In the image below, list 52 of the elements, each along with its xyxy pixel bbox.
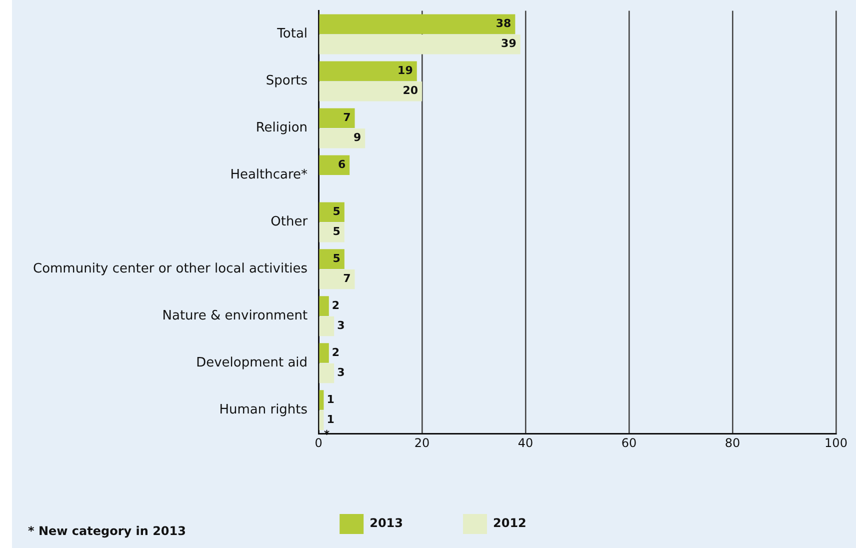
bar: [319, 61, 417, 82]
y-tick-label: Nature & environment: [162, 308, 308, 324]
bar: [319, 34, 520, 54]
y-tick-label: Other: [270, 214, 308, 230]
data-label: 20: [402, 84, 418, 98]
y-tick-label: Community center or other local activities: [32, 262, 308, 277]
data-label: 9: [353, 131, 362, 144]
data-label: 5: [332, 204, 340, 218]
bar: [319, 108, 355, 128]
bar: [319, 249, 344, 269]
bar: [319, 128, 366, 148]
x-tick-label: 0: [314, 436, 322, 450]
data-label: 2: [332, 298, 340, 312]
data-label: 3: [337, 366, 345, 380]
data-label: 3: [337, 319, 345, 332]
y-tick-label: Religion: [256, 120, 308, 136]
bar: [319, 14, 516, 34]
y-tick-label: Human rights: [219, 402, 308, 418]
data-label: 7: [343, 111, 351, 124]
y-tick-label: Total: [276, 26, 308, 42]
legend-label: 2012: [493, 516, 526, 530]
legend-label: 2013: [370, 516, 404, 530]
y-tick-label: Development aid: [196, 356, 308, 371]
x-tick-label: 80: [724, 436, 740, 450]
data-label: 6: [338, 158, 346, 171]
bar: [319, 390, 324, 410]
y-tick-label: Sports: [266, 74, 308, 89]
x-tick-label: 40: [518, 436, 534, 450]
data-label: 1: [326, 413, 334, 426]
data-label: 5: [332, 252, 340, 265]
bar: [319, 155, 350, 176]
data-label: 2: [332, 346, 340, 359]
y-tick-label: Healthcare*: [230, 168, 308, 183]
data-label: 39: [501, 37, 516, 50]
bar: [319, 316, 334, 336]
bar: [319, 269, 355, 290]
bar: [319, 202, 344, 222]
bar: [319, 410, 324, 430]
bar: [319, 222, 344, 242]
data-label: 38: [496, 17, 512, 30]
text: * New category in 2013: [28, 524, 186, 538]
data-label: 19: [398, 64, 413, 78]
bar: [319, 363, 334, 384]
data-label: 5: [332, 225, 340, 238]
bar: [319, 81, 422, 102]
bar: [319, 296, 329, 316]
x-tick-label: 100: [824, 436, 848, 450]
bar: [319, 343, 329, 363]
x-tick-label: 60: [621, 436, 637, 450]
data-label: 1: [326, 392, 334, 406]
x-tick-label: 20: [414, 436, 430, 450]
data-label: 7: [343, 272, 351, 286]
